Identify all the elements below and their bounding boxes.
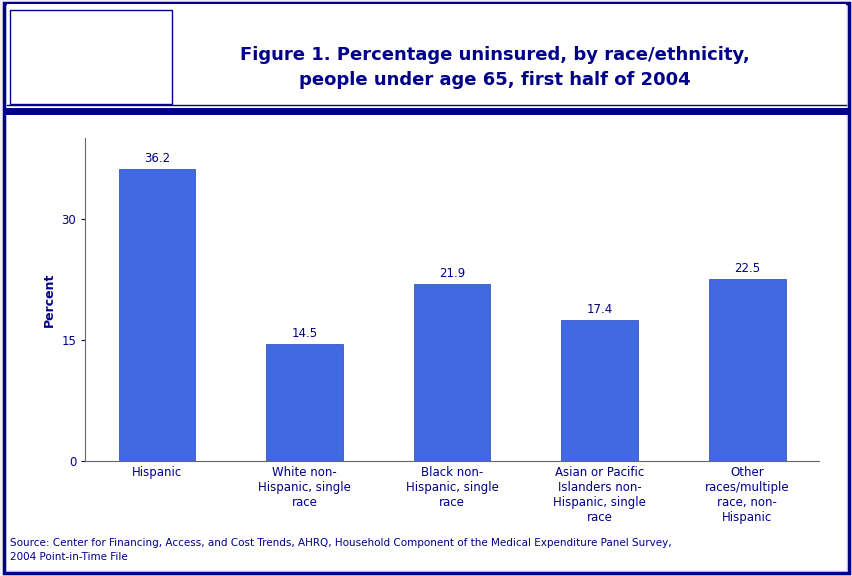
Text: Source: Center for Financing, Access, and Cost Trends, AHRQ, Household Component: Source: Center for Financing, Access, an… (10, 539, 671, 562)
Text: AHRQ: AHRQ (92, 21, 150, 39)
Bar (266, 344, 343, 461)
Text: Advancing
Excellence in
Health Care: Advancing Excellence in Health Care (92, 48, 141, 81)
Text: Figure 1. Percentage uninsured, by race/ethnicity,
people under age 65, first ha: Figure 1. Percentage uninsured, by race/… (239, 47, 749, 89)
Bar (708, 279, 785, 461)
Text: 22.5: 22.5 (734, 262, 759, 275)
Text: ✦: ✦ (34, 42, 59, 71)
Text: 36.2: 36.2 (144, 152, 170, 165)
Bar (561, 320, 637, 461)
Text: 17.4: 17.4 (586, 304, 612, 316)
Text: 14.5: 14.5 (291, 327, 317, 340)
Y-axis label: Percent: Percent (43, 272, 55, 327)
Text: 21.9: 21.9 (439, 267, 464, 280)
Bar (413, 284, 490, 461)
Bar (118, 169, 195, 461)
